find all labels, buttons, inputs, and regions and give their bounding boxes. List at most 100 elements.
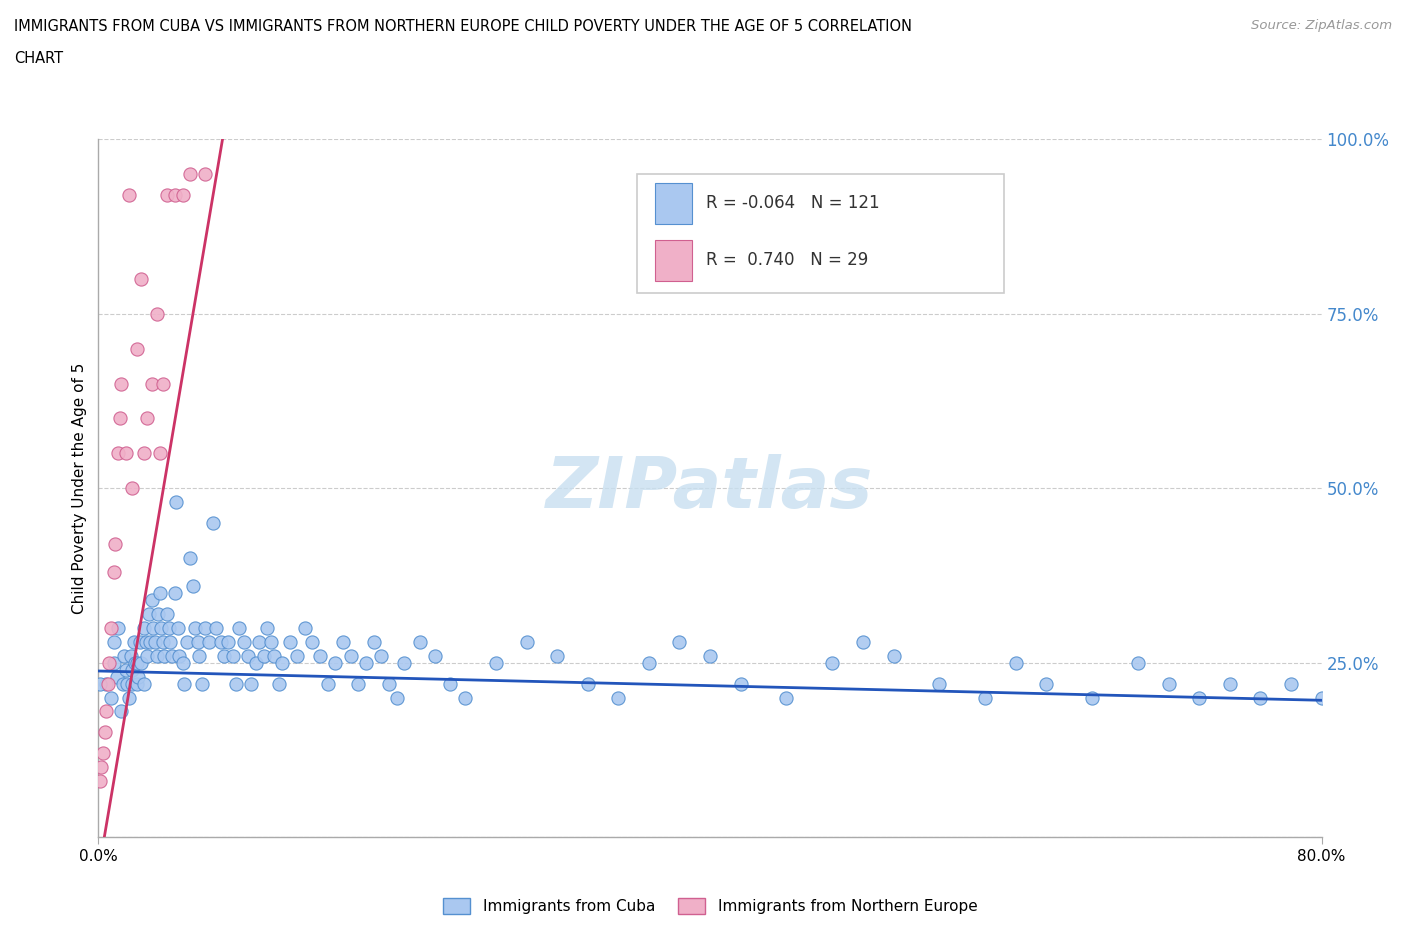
Point — [546, 648, 568, 663]
Text: IMMIGRANTS FROM CUBA VS IMMIGRANTS FROM NORTHERN EUROPE CHILD POVERTY UNDER THE : IMMIGRANTS FROM CUBA VS IMMIGRANTS FROM … — [14, 19, 912, 33]
Point — [167, 620, 190, 635]
Point — [152, 376, 174, 391]
Point — [111, 676, 134, 691]
Point — [134, 620, 156, 635]
Point — [852, 634, 875, 649]
Point — [145, 648, 167, 663]
Point — [217, 634, 239, 649]
Point — [115, 445, 138, 460]
Point — [172, 188, 194, 203]
Point — [121, 662, 143, 677]
Point — [179, 167, 201, 182]
Point — [143, 634, 166, 649]
Point — [134, 676, 156, 691]
Point — [454, 690, 477, 705]
Text: R = -0.064   N = 121: R = -0.064 N = 121 — [706, 194, 880, 212]
Point — [309, 648, 332, 663]
Point — [120, 648, 142, 663]
Point — [172, 655, 194, 670]
Point — [149, 586, 172, 601]
Point — [129, 272, 152, 286]
Point — [141, 376, 163, 391]
Point — [1081, 690, 1104, 705]
Point — [325, 655, 347, 670]
Point — [128, 634, 150, 649]
Point — [607, 690, 630, 705]
Point — [118, 188, 141, 203]
Point — [115, 662, 138, 677]
Point — [205, 620, 228, 635]
Point — [928, 676, 950, 691]
Point — [136, 648, 159, 663]
Point — [228, 620, 250, 635]
Point — [423, 648, 446, 663]
Legend: Immigrants from Cuba, Immigrants from Northern Europe: Immigrants from Cuba, Immigrants from No… — [437, 892, 983, 920]
Point — [637, 655, 661, 670]
Point — [485, 655, 508, 670]
Point — [1035, 676, 1057, 691]
Point — [124, 655, 146, 670]
Point — [263, 648, 285, 663]
Point — [127, 670, 149, 684]
Point — [256, 620, 278, 635]
Point — [163, 188, 186, 203]
Point — [187, 634, 209, 649]
Point — [156, 606, 179, 621]
Point — [103, 565, 125, 579]
Point — [197, 634, 219, 649]
Point — [94, 704, 117, 719]
Point — [1219, 676, 1241, 691]
Point — [202, 515, 225, 530]
Point — [179, 551, 201, 565]
Point — [153, 648, 176, 663]
Point — [316, 676, 339, 691]
Y-axis label: Child Poverty Under the Age of 5: Child Poverty Under the Age of 5 — [72, 363, 87, 614]
Point — [278, 634, 301, 649]
Point — [142, 620, 165, 635]
Point — [89, 676, 111, 691]
Point — [160, 648, 183, 663]
Point — [347, 676, 370, 691]
Point — [118, 690, 141, 705]
Point — [125, 341, 148, 356]
Point — [107, 445, 129, 460]
Point — [141, 592, 163, 607]
Point — [883, 648, 905, 663]
Point — [245, 655, 267, 670]
Text: ZIPatlas: ZIPatlas — [547, 454, 873, 523]
Point — [385, 690, 408, 705]
Point — [134, 445, 156, 460]
Point — [225, 676, 247, 691]
Point — [105, 670, 128, 684]
Point — [339, 648, 361, 663]
Point — [176, 634, 198, 649]
Point — [107, 620, 129, 635]
Point — [1157, 676, 1180, 691]
Point — [139, 634, 162, 649]
Point — [125, 676, 148, 691]
Point — [378, 676, 401, 691]
Point — [301, 634, 323, 649]
Point — [90, 760, 112, 775]
Point — [332, 634, 354, 649]
Point — [146, 606, 169, 621]
Point — [392, 655, 416, 670]
Point — [191, 676, 214, 691]
Point — [152, 634, 174, 649]
Point — [354, 655, 377, 670]
Point — [156, 188, 179, 203]
Point — [232, 634, 254, 649]
Point — [821, 655, 844, 670]
Point — [150, 620, 173, 635]
Point — [209, 634, 232, 649]
Point — [163, 586, 186, 601]
Point — [138, 606, 160, 621]
Point — [247, 634, 270, 649]
Point — [125, 655, 148, 670]
Point — [194, 167, 217, 182]
Point — [363, 634, 385, 649]
Point — [260, 634, 283, 649]
Point — [104, 537, 127, 551]
Point — [1310, 690, 1333, 705]
Point — [370, 648, 392, 663]
